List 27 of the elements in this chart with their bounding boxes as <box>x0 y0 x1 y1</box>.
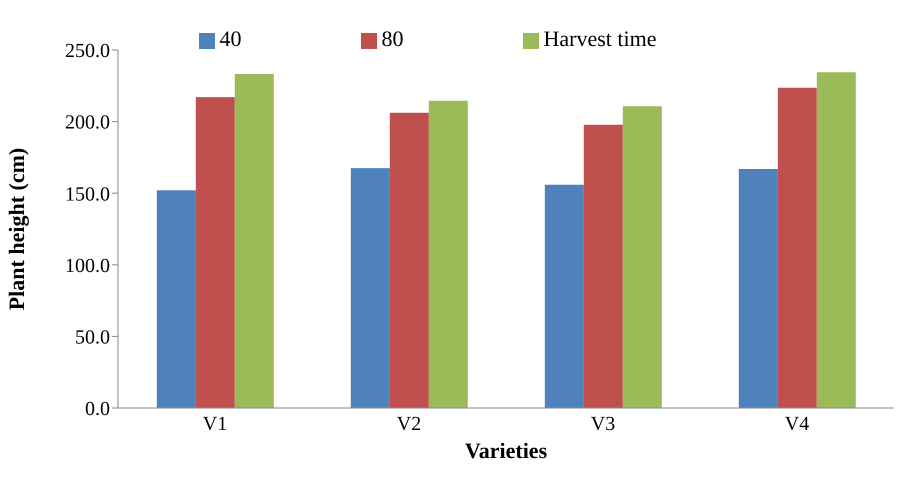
legend-label: 40 <box>219 26 242 51</box>
bar <box>156 190 196 408</box>
x-tick-label: V3 <box>590 413 616 436</box>
y-tick-label: 200.0 <box>65 112 110 134</box>
bar <box>350 168 390 408</box>
bar <box>234 74 274 408</box>
bar <box>816 72 856 408</box>
legend-label: Harvest time <box>543 26 657 51</box>
x-tick-label: V2 <box>396 413 422 436</box>
bar <box>196 97 235 408</box>
y-tick-label: 100.0 <box>65 254 110 277</box>
bar <box>428 100 468 408</box>
bar <box>544 184 584 408</box>
bar <box>738 169 778 408</box>
bar <box>390 112 429 408</box>
bar <box>584 124 623 408</box>
y-tick-label: 0.0 <box>85 398 110 420</box>
bar <box>622 106 662 408</box>
y-tick-label: 50.0 <box>75 326 110 348</box>
y-axis-title: Plant height (cm) <box>4 148 29 310</box>
x-tick-label: V4 <box>784 413 810 436</box>
y-tick-label: 250.0 <box>65 40 110 62</box>
legend-label: 80 <box>381 26 404 51</box>
x-tick-label: V1 <box>202 413 228 436</box>
x-axis-title: Varieties <box>464 438 548 463</box>
bar <box>778 88 817 408</box>
y-tick-label: 150.0 <box>65 183 110 206</box>
